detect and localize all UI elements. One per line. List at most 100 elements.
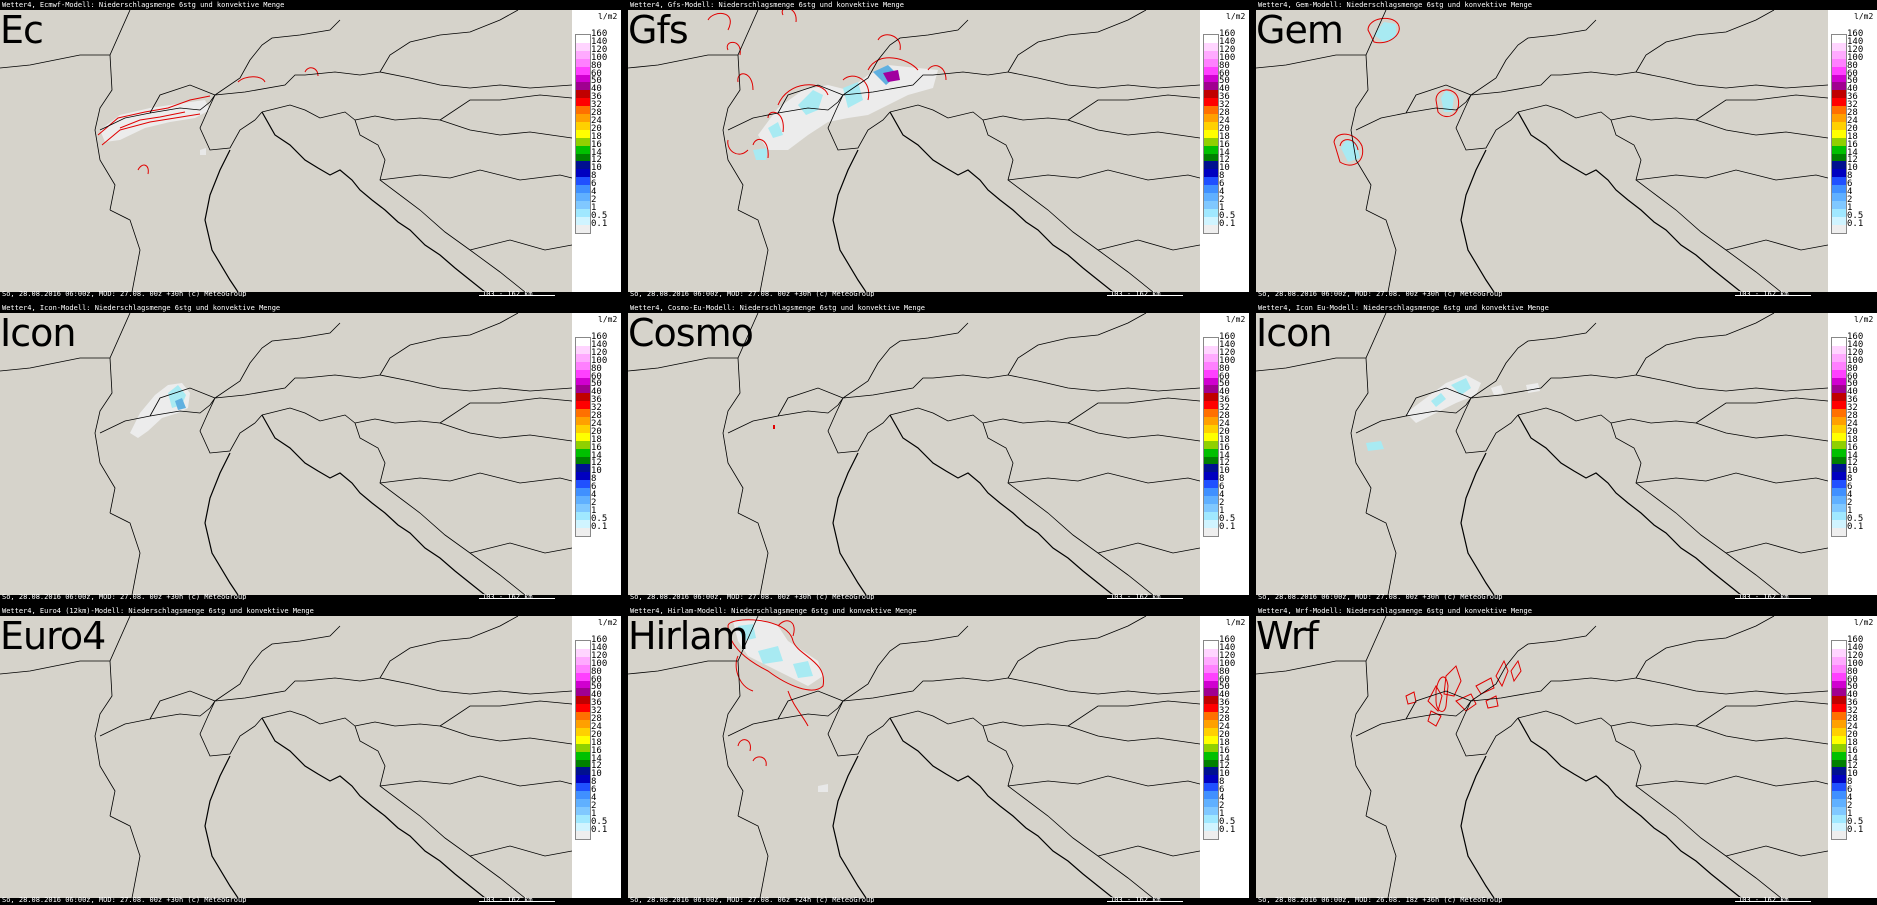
legend-level-label: 60: [1847, 68, 1858, 79]
legend-level-label: 12: [1219, 458, 1230, 469]
country-border: [1256, 357, 1366, 372]
country-border: [737, 815, 769, 898]
legend-unit: l/m2: [598, 618, 618, 627]
legend-level-label: 100: [591, 658, 608, 669]
legend-level-label: 18: [1847, 131, 1858, 142]
model-name-label: Euro4: [0, 616, 106, 658]
legend-ramp: [575, 337, 591, 537]
country-border: [1355, 700, 1472, 737]
precip-area: [738, 624, 756, 641]
map-canvas: [1256, 10, 1828, 292]
coastline: [1517, 717, 1742, 898]
forecast-map: Euro4: [0, 616, 572, 898]
legend-level-label: 8: [591, 171, 597, 182]
legend-level-label: 14: [1219, 450, 1230, 461]
legend-swatch: [576, 767, 590, 776]
legend-level-label: 0.1: [1847, 824, 1864, 835]
coastline: [204, 755, 239, 898]
legend-level-label: 40: [1219, 84, 1230, 95]
country-border: [1470, 19, 1597, 96]
legend-level-label: 32: [591, 706, 602, 717]
country-border: [1695, 725, 1828, 745]
legend-swatch: [576, 145, 590, 154]
country-border: [261, 710, 356, 727]
country-border: [827, 397, 891, 454]
country-border: [1007, 313, 1147, 376]
legend-swatch: [576, 704, 590, 713]
legend-swatch: [1204, 208, 1218, 218]
legend-level-label: 24: [591, 418, 602, 429]
country-border: [827, 700, 891, 757]
legend-level-label: 20: [1847, 426, 1858, 437]
legend-level-label: 140: [591, 642, 608, 653]
legend-swatch: [1832, 216, 1846, 226]
legend-swatch: [1204, 806, 1218, 816]
precip-area: [175, 398, 186, 410]
legend-swatch: [576, 345, 590, 355]
legend-swatch: [576, 799, 590, 808]
country-border: [99, 397, 216, 434]
legend-swatch: [1832, 129, 1846, 139]
legend-level-label: 100: [591, 52, 608, 63]
legend-swatch: [576, 361, 590, 371]
legend-swatch: [576, 775, 590, 784]
legend-level-label: 50: [591, 379, 602, 390]
country-border: [1256, 660, 1366, 675]
legend-level-label: 40: [1847, 84, 1858, 95]
legend-swatch: [1204, 488, 1218, 497]
legend-swatch: [1204, 345, 1218, 355]
legend-swatch: [1832, 114, 1846, 123]
legend-level-label: 0.1: [1847, 521, 1864, 532]
legend-level-label: 6: [1219, 179, 1225, 190]
legend-swatch: [1204, 409, 1218, 418]
legend-level-label: 28: [1219, 411, 1230, 421]
precip-contour: [1495, 659, 1509, 688]
legend-level-label: 20: [591, 729, 602, 740]
country-border: [94, 10, 131, 211]
country-border: [1695, 94, 1828, 121]
legend-swatch: [576, 42, 590, 52]
legend-level-label: 12: [591, 458, 602, 469]
model-panel-ec: Wetter4, Ecmwf-Modell: Niederschlagsmeng…: [0, 0, 621, 297]
panel-footer: So, 28.08.2016 06:00z, MOD: 27.08. 00z +…: [630, 290, 875, 298]
country-border: [628, 660, 738, 675]
country-border: [1007, 169, 1200, 181]
coastline: [1517, 111, 1742, 292]
legend-swatch: [1832, 393, 1846, 402]
legend-swatch: [1204, 751, 1218, 760]
legend-swatch: [1204, 496, 1218, 505]
legend-swatch: [1832, 480, 1846, 489]
precip-contour: [1455, 693, 1477, 712]
coastline: [1460, 149, 1495, 292]
precip-area: [753, 148, 768, 160]
legend-swatch: [1832, 822, 1846, 832]
precip-area: [1451, 378, 1471, 395]
legend-swatch: [1832, 98, 1846, 107]
legend-level-label: 36: [1847, 698, 1858, 709]
legend-swatch: [1832, 799, 1846, 808]
country-border: [469, 542, 572, 554]
country-border: [1635, 313, 1775, 376]
precip-legend: l/m2 160 140 120 100 80 60 50 40 36 32 28 24 20 18 16 14…: [572, 616, 621, 898]
legend-level-label: 140: [1219, 642, 1236, 653]
legend-level-label: 32: [1847, 706, 1858, 717]
country-border: [842, 74, 933, 96]
country-border: [1405, 387, 1472, 417]
country-border: [842, 377, 933, 399]
legend-level-label: 80: [1219, 363, 1230, 374]
legend-level-label: 20: [1219, 123, 1230, 134]
country-border: [469, 239, 572, 251]
legend-swatch: [1204, 369, 1218, 378]
legend-swatch: [1832, 385, 1846, 394]
map-canvas: [0, 313, 572, 595]
legend-level-label: 100: [591, 355, 608, 366]
country-border: [1635, 10, 1775, 73]
legend-swatch: [576, 527, 590, 536]
legend-level-label: 4: [1219, 793, 1225, 803]
scale-label: 103 - 162 km: [482, 593, 533, 601]
legend-level-label: 14: [1847, 753, 1858, 764]
legend-level-label: 120: [591, 650, 608, 661]
forecast-map: Gem: [1256, 10, 1828, 292]
country-border: [214, 19, 341, 96]
legend-swatch: [576, 727, 590, 737]
